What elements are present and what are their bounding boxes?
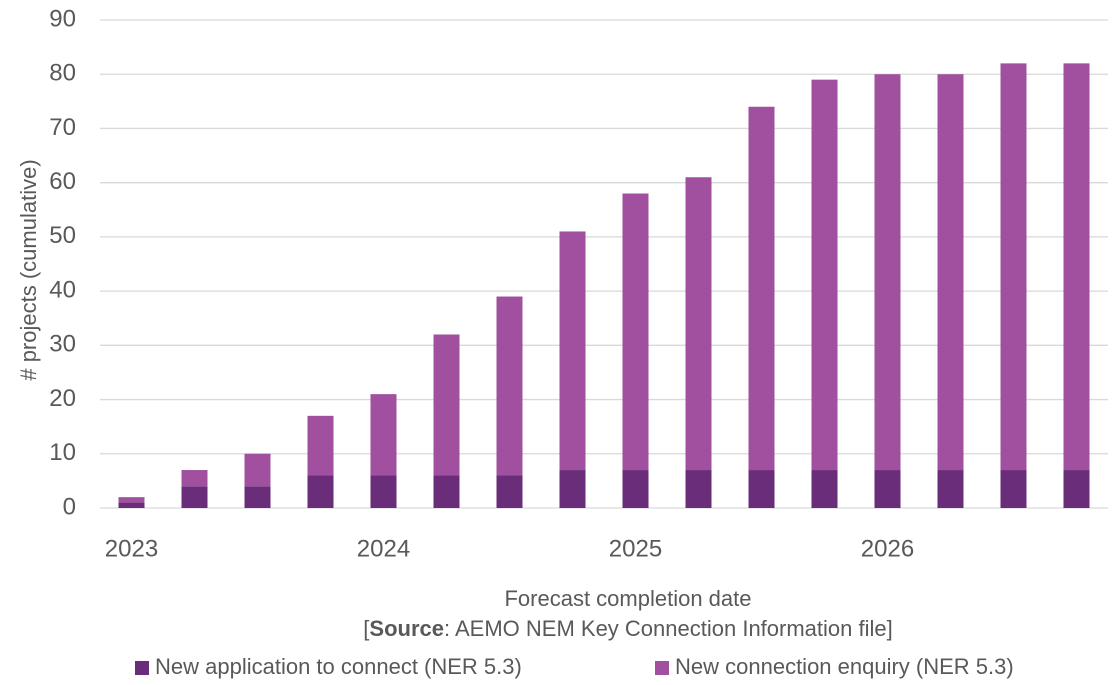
y-tick-label: 50 [49, 222, 76, 249]
bar-segment [874, 74, 901, 471]
legend: New application to connect (NER 5.3) New … [135, 654, 1014, 679]
bar-segment [1063, 470, 1090, 508]
bar-segment [1000, 63, 1027, 471]
y-tick-label: 20 [49, 385, 76, 412]
bar-segment [811, 470, 838, 508]
bar-segment [874, 470, 901, 508]
bar-segment [496, 296, 523, 476]
source-text: : AEMO NEM Key Connection Information fi… [444, 616, 893, 641]
bar-segment [307, 475, 334, 508]
bar-segment [307, 415, 334, 476]
bar-segment [433, 475, 460, 508]
bar-segment [1000, 470, 1027, 508]
x-tick-label: 2024 [357, 535, 410, 562]
bar-segment [181, 470, 208, 487]
y-axis-label: # projects (cumulative) [16, 159, 41, 380]
bar-segment [811, 79, 838, 471]
bar-segment [622, 470, 649, 508]
y-tick-label: 40 [49, 276, 76, 303]
bar-segment [937, 74, 964, 471]
legend-label: New connection enquiry (NER 5.3) [675, 654, 1014, 679]
legend-swatch [135, 661, 149, 675]
y-tick-label: 70 [49, 114, 76, 141]
bar-segment [622, 193, 649, 471]
bar-segment [433, 334, 460, 476]
bar-segment [937, 470, 964, 508]
x-axis-label: Forecast completion date [504, 586, 751, 611]
bar-segment [1063, 63, 1090, 471]
x-tick-label: 2026 [861, 535, 914, 562]
bar-segment [370, 394, 397, 476]
bar-segment [118, 502, 145, 508]
bar-segment [685, 470, 712, 508]
legend-swatch [655, 661, 669, 675]
bar-segment [685, 177, 712, 471]
bar-segment [370, 475, 397, 508]
bar-segment [118, 497, 145, 503]
source-label: Source [369, 616, 444, 641]
y-tick-label: 10 [49, 439, 76, 466]
bar-segment [244, 486, 271, 508]
source-open: [ [363, 616, 369, 641]
y-tick-label: 30 [49, 331, 76, 358]
x-tick-label: 2023 [105, 535, 158, 562]
bar-segment [748, 470, 775, 508]
y-tick-label: 0 [63, 493, 76, 520]
bars [118, 63, 1090, 508]
bar-segment [244, 453, 271, 487]
bar-segment [748, 106, 775, 471]
legend-label: New application to connect (NER 5.3) [155, 654, 522, 679]
bar-segment [559, 231, 586, 471]
bar-segment [559, 470, 586, 508]
bar-segment [181, 486, 208, 508]
bar-segment [496, 475, 523, 508]
x-tick-label: 2025 [609, 535, 662, 562]
y-tick-label: 80 [49, 60, 76, 87]
y-tick-label: 90 [49, 5, 76, 32]
y-tick-label: 60 [49, 168, 76, 195]
source-note: [Source: AEMO NEM Key Connection Informa… [363, 616, 892, 641]
